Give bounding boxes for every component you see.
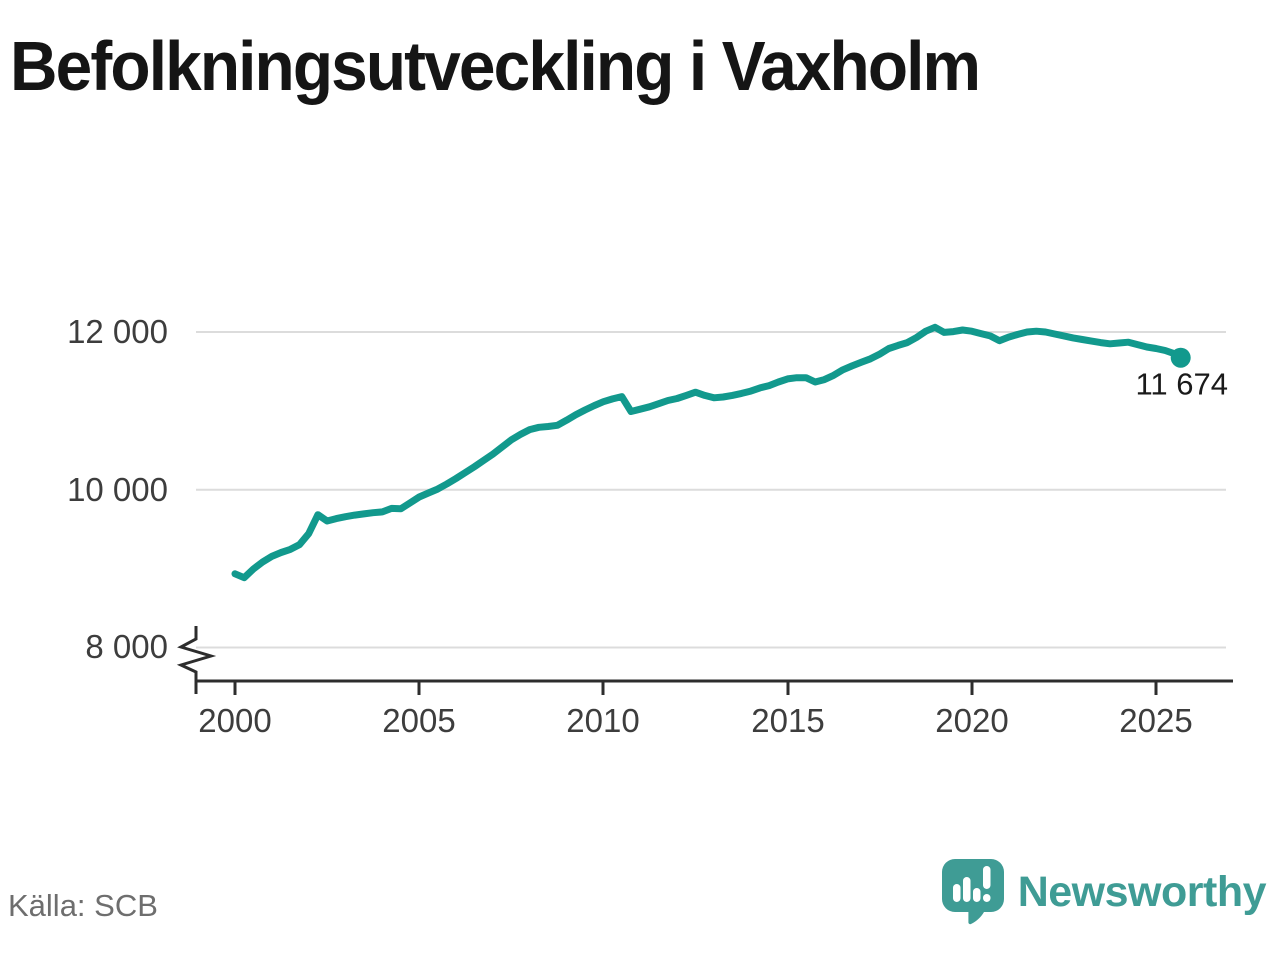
speech-bubble-shape [941,859,1004,925]
exclamation-dot [982,894,991,902]
y-tick-label-12000: 12 000 [67,313,168,350]
last-value-dot [1170,347,1191,368]
x-tick-label-2000: 2000 [198,702,271,739]
x-tick-label-2015: 2015 [751,702,824,739]
y-tick-label-10000: 10 000 [67,471,168,508]
bar-1 [952,884,961,902]
x-tick-label-2020: 2020 [935,702,1008,739]
exclamation-bar [982,866,991,889]
x-tick-label-2010: 2010 [566,702,639,739]
bar-2 [962,877,971,902]
source-note: Källa: SCB [8,888,158,923]
bar-3 [972,888,981,902]
x-tick-label-2025: 2025 [1119,702,1192,739]
branding: Newsworthy [941,858,1267,926]
x-tick-label-2005: 2005 [382,702,455,739]
y-axis-break-icon [176,626,217,694]
chart-title: Befolkningsutveckling i Vaxholm [10,27,981,105]
y-tick-label-8000: 8 000 [85,628,168,665]
newsworthy-wordmark: Newsworthy [1017,867,1267,916]
population-line [231,323,1185,582]
newsworthy-logo-icon [941,859,1004,925]
last-value-label: 11 674 [1135,367,1228,402]
